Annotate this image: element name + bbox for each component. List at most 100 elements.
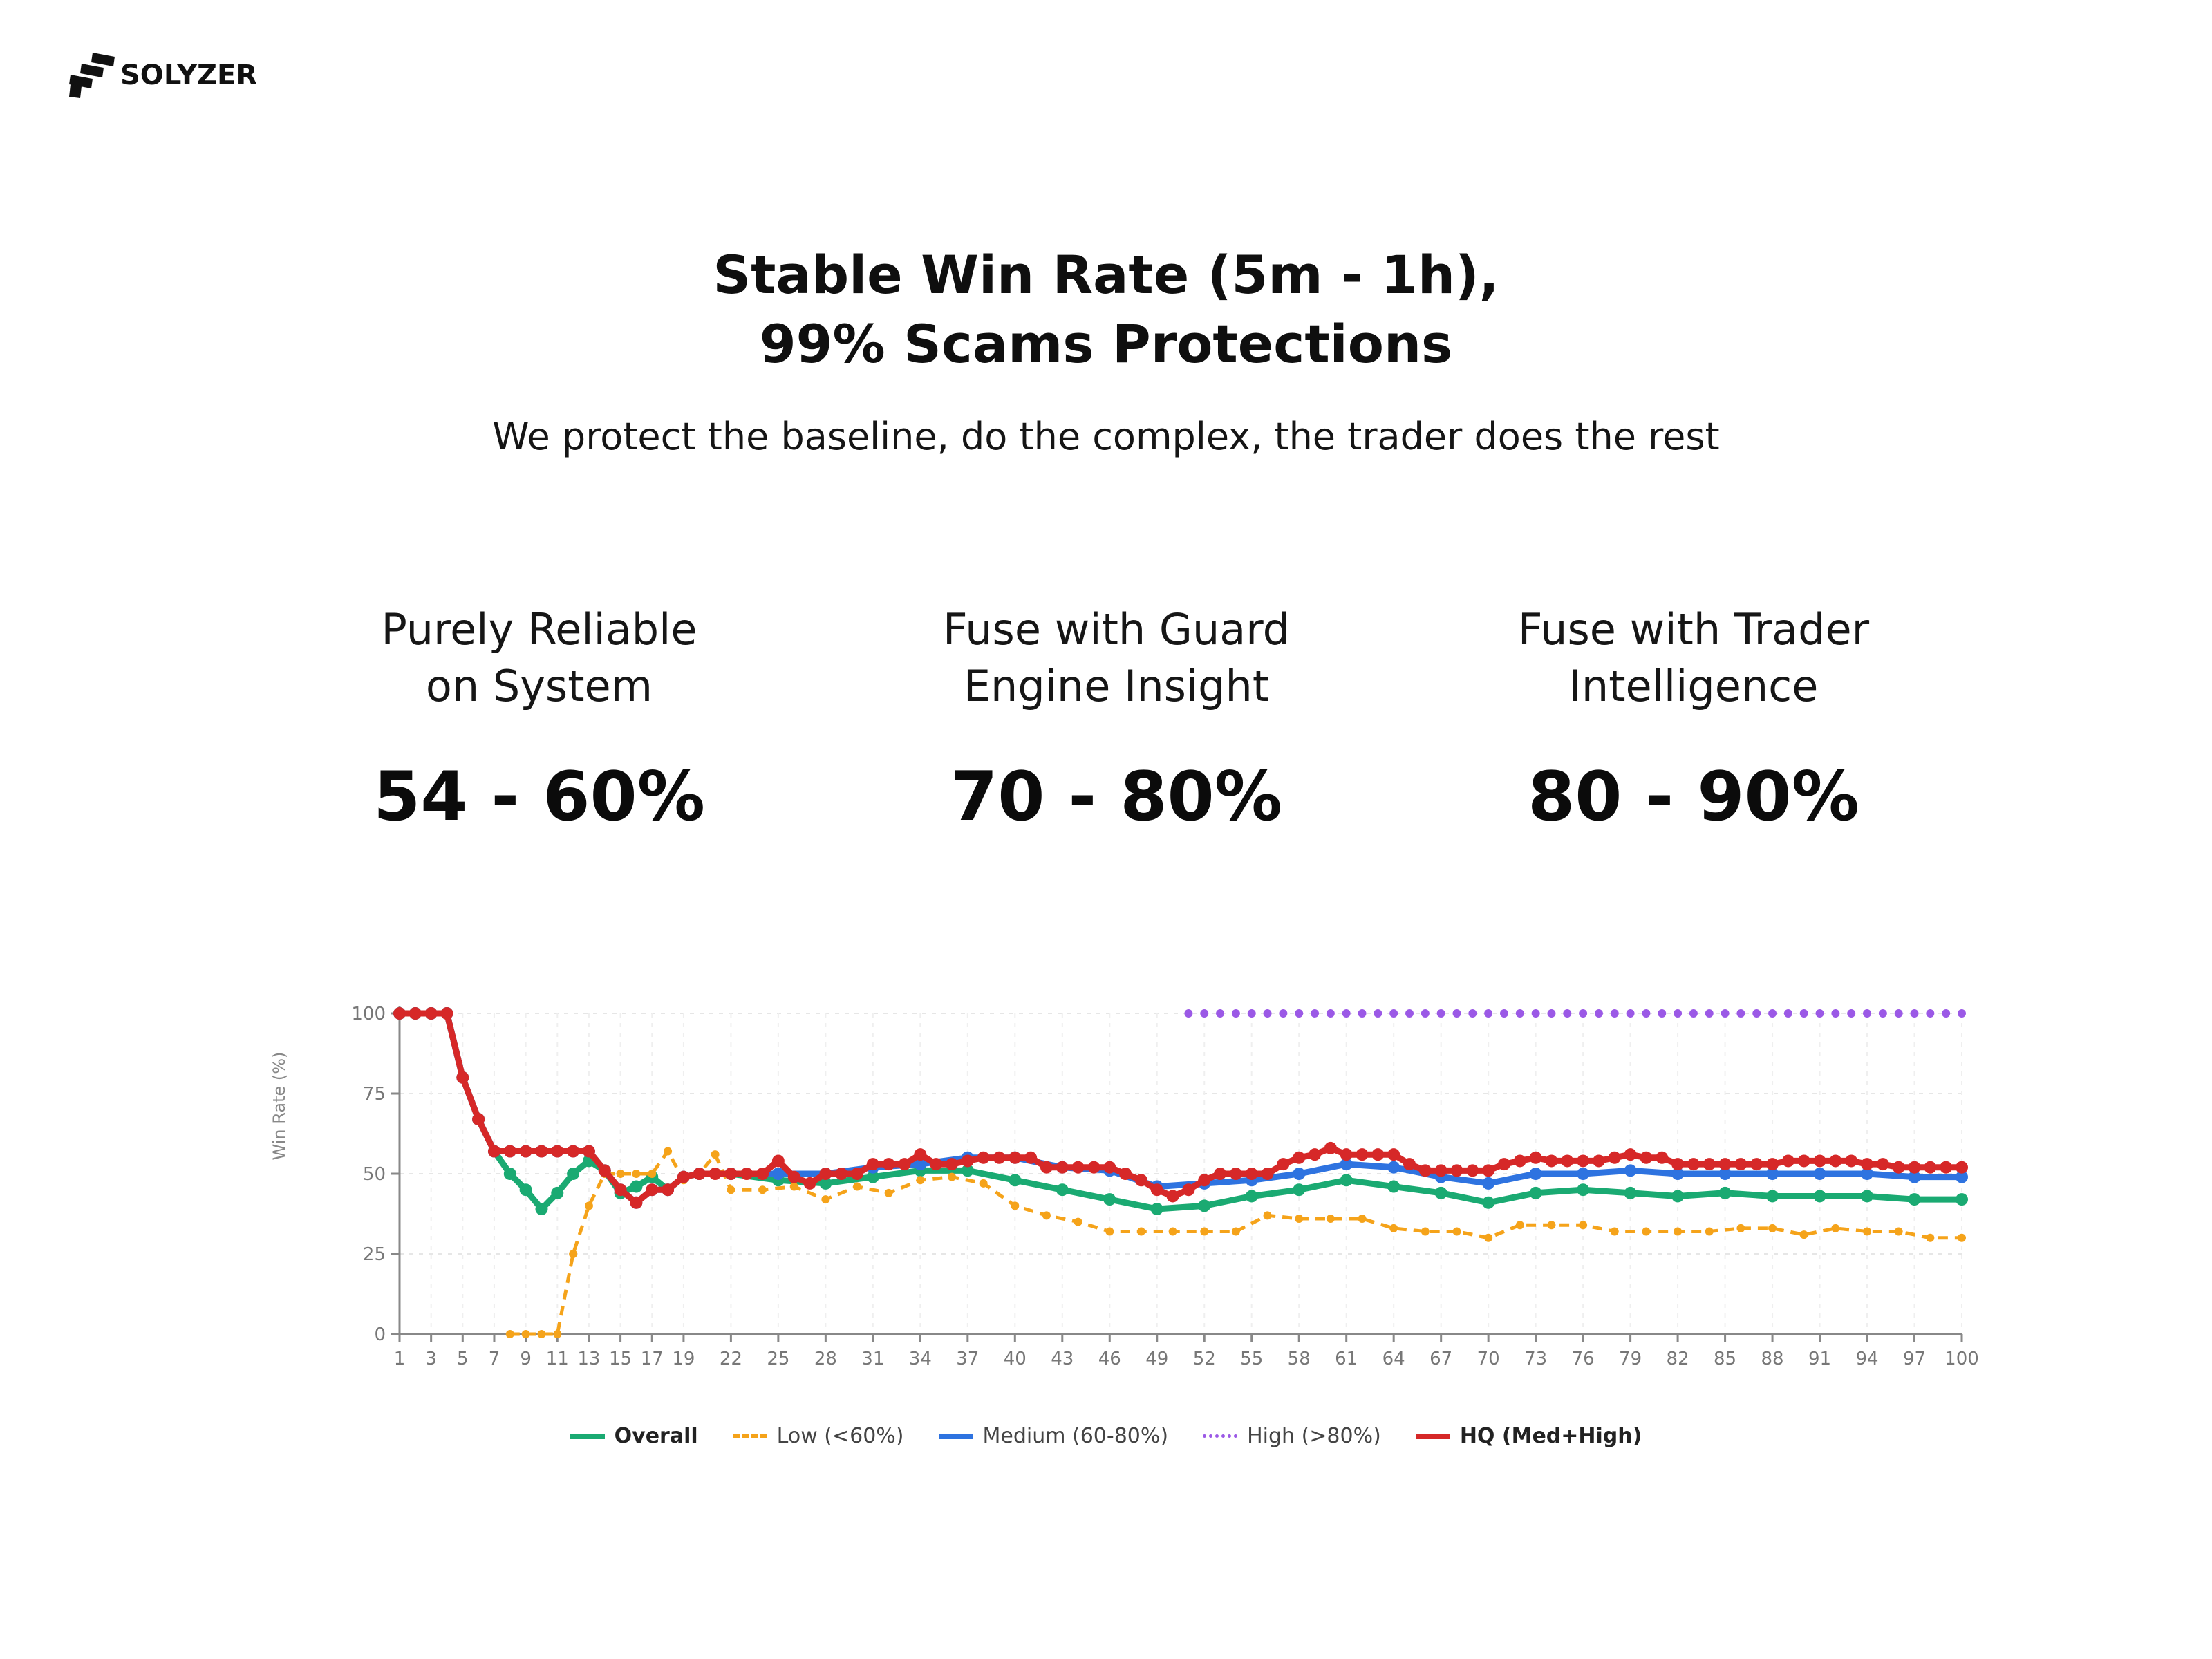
data-point — [1815, 1009, 1824, 1018]
x-tick-label: 70 — [1477, 1349, 1500, 1369]
data-point — [1783, 1009, 1792, 1018]
solyzer-stairs-logo-icon — [69, 53, 115, 98]
data-point — [1718, 1168, 1732, 1180]
x-tick-label: 82 — [1667, 1349, 1689, 1369]
data-point — [1200, 1009, 1209, 1018]
data-point — [1168, 1227, 1177, 1236]
data-point — [1656, 1151, 1669, 1164]
y-axis-label: Win Rate (%) — [270, 1052, 289, 1161]
data-point — [1958, 1233, 1966, 1242]
data-point — [630, 1180, 643, 1193]
stat-label: Intelligence — [1568, 661, 1819, 711]
data-point — [821, 1195, 830, 1204]
data-point — [487, 1145, 500, 1158]
x-tick-label: 31 — [861, 1349, 884, 1369]
page-title-line1: Stable Win Rate (5m - 1h), — [713, 244, 1499, 306]
data-point — [1371, 1148, 1385, 1161]
data-point — [724, 1168, 738, 1180]
data-point — [1878, 1009, 1887, 1018]
data-point — [1198, 1174, 1211, 1187]
data-point — [1042, 1211, 1051, 1220]
x-tick-label: 25 — [767, 1349, 789, 1369]
data-point — [758, 1185, 767, 1194]
data-point — [1813, 1190, 1826, 1203]
brand-name: SOLYZER — [120, 59, 258, 91]
data-point — [567, 1145, 580, 1158]
data-point — [503, 1145, 516, 1158]
data-point — [1293, 1168, 1306, 1180]
data-point — [1326, 1009, 1335, 1018]
data-point — [1734, 1158, 1747, 1171]
data-point — [1610, 1227, 1619, 1236]
data-point — [1403, 1158, 1416, 1171]
chart-legend: Overall Low (<60%) Medium (60-80%) High (>8… — [0, 1424, 2212, 1448]
data-point — [1434, 1186, 1447, 1199]
data-point — [664, 1147, 673, 1156]
stat-value: 80 - 90% — [1528, 758, 1859, 836]
legend-swatch — [938, 1433, 973, 1439]
x-tick-label: 1 — [394, 1349, 406, 1369]
x-tick-label: 40 — [1004, 1349, 1027, 1369]
data-point — [1940, 1161, 1953, 1174]
data-point — [819, 1168, 832, 1180]
stat-system: Purely Reliable on System 54 - 60% — [228, 601, 850, 836]
data-point — [835, 1168, 848, 1180]
data-point — [1781, 1154, 1794, 1168]
data-point — [1766, 1158, 1779, 1171]
x-tick-label: 85 — [1714, 1349, 1736, 1369]
data-point — [503, 1168, 516, 1180]
y-tick-label: 25 — [363, 1244, 386, 1265]
data-point — [1768, 1009, 1777, 1018]
data-point — [1484, 1009, 1493, 1018]
data-point — [1640, 1151, 1653, 1164]
data-point — [1926, 1233, 1935, 1242]
data-point — [1799, 1230, 1808, 1239]
data-point — [1040, 1161, 1053, 1174]
data-point — [1736, 1224, 1745, 1232]
x-tick-label: 22 — [720, 1349, 742, 1369]
data-point — [1214, 1168, 1227, 1180]
data-point — [1861, 1158, 1874, 1171]
legend-swatch — [732, 1434, 767, 1438]
data-point — [1024, 1151, 1038, 1164]
data-point — [1482, 1177, 1495, 1190]
legend-item: Overall — [570, 1424, 698, 1448]
data-point — [1703, 1158, 1716, 1171]
legend-item: HQ (Med+High) — [1415, 1424, 1642, 1448]
data-point — [551, 1186, 564, 1199]
data-point — [1845, 1154, 1858, 1168]
data-point — [1642, 1227, 1651, 1236]
data-point — [1529, 1168, 1542, 1180]
data-point — [521, 1330, 530, 1338]
data-point — [1958, 1009, 1966, 1018]
y-tick-label: 75 — [363, 1084, 386, 1105]
data-point — [1387, 1180, 1400, 1193]
stat-trader-intelligence: Fuse with Trader Intelligence 80 - 90% — [1382, 601, 2005, 836]
data-point — [598, 1164, 611, 1177]
data-point — [1577, 1183, 1590, 1197]
data-point — [1103, 1193, 1116, 1206]
data-point — [916, 1176, 925, 1185]
data-point — [1894, 1009, 1903, 1018]
data-point — [914, 1158, 927, 1171]
data-point — [771, 1168, 785, 1180]
x-tick-label: 15 — [609, 1349, 632, 1369]
data-point — [1831, 1009, 1840, 1018]
x-tick-label: 17 — [641, 1349, 664, 1369]
data-point — [1293, 1151, 1306, 1164]
data-point — [662, 1183, 675, 1197]
data-point — [1119, 1168, 1132, 1180]
data-point — [1389, 1009, 1398, 1018]
data-point — [1736, 1009, 1745, 1018]
data-point — [582, 1145, 595, 1158]
legend-label: Overall — [614, 1424, 698, 1448]
page-title-line2: 99% Scams Protections — [759, 313, 1453, 375]
x-tick-label: 19 — [672, 1349, 695, 1369]
data-point — [1009, 1151, 1022, 1164]
data-point — [979, 1179, 988, 1188]
series-line-1 — [509, 1150, 1962, 1336]
data-point — [1577, 1154, 1590, 1168]
data-point — [1626, 1009, 1635, 1018]
page-subtitle: We protect the baseline, do the complex,… — [492, 415, 1720, 458]
data-point — [630, 1196, 643, 1209]
